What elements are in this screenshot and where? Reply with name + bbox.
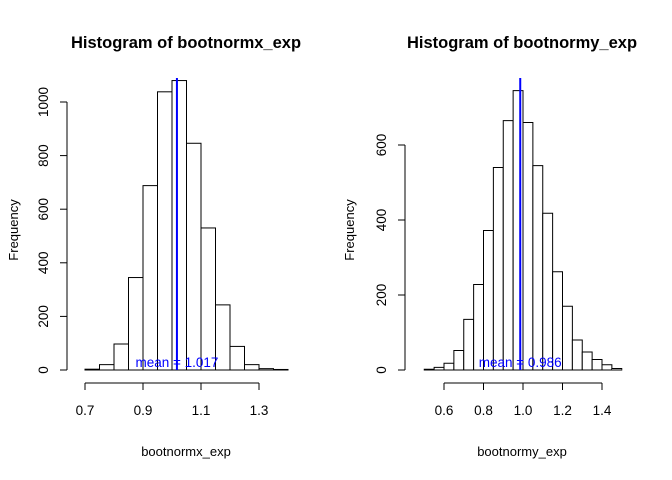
histogram-panel-x: Histogram of bootnormx_exp mean = 1.017 … bbox=[6, 34, 301, 459]
histogram-bar bbox=[453, 350, 465, 371]
histogram-bar bbox=[522, 122, 534, 371]
histogram-bar bbox=[581, 351, 593, 371]
x-axis: 0.7 0.9 1.1 1.3 bbox=[76, 382, 269, 418]
bars-x bbox=[84, 80, 289, 371]
histogram-bar bbox=[433, 366, 445, 371]
y-tick-label: 1000 bbox=[36, 87, 51, 117]
histogram-bar bbox=[229, 345, 245, 371]
histogram-bar bbox=[215, 304, 231, 371]
y-tick-label: 400 bbox=[374, 209, 389, 232]
histogram-bar bbox=[591, 359, 603, 371]
mean-label: mean = 0.986 bbox=[479, 355, 562, 370]
x-tick-label: 0.8 bbox=[474, 403, 493, 418]
histogram-bar bbox=[244, 364, 260, 371]
y-tick-label: 0 bbox=[36, 366, 51, 374]
x-tick-label: 1.1 bbox=[192, 403, 211, 418]
x-axis: 0.6 0.8 1.0 1.2 1.4 bbox=[435, 382, 612, 418]
histogram-bar bbox=[258, 368, 274, 371]
x-tick-label: 0.7 bbox=[76, 403, 95, 418]
x-axis-label: bootnormy_exp bbox=[477, 444, 567, 459]
y-tick-label: 0 bbox=[374, 366, 389, 374]
x-tick-label: 0.6 bbox=[435, 403, 454, 418]
histogram-bar bbox=[84, 368, 100, 371]
y-tick-label: 400 bbox=[36, 252, 51, 275]
x-tick-label: 1.4 bbox=[593, 403, 612, 418]
y-axis: 0 200 400 600 800 1000 bbox=[36, 87, 68, 374]
histogram-panel-y: Histogram of bootnormy_exp mean = 0.986 … bbox=[342, 34, 637, 459]
y-tick-label: 800 bbox=[36, 144, 51, 167]
histogram-bar bbox=[157, 91, 173, 371]
histogram-bar bbox=[601, 364, 613, 371]
histogram-bar bbox=[200, 227, 216, 371]
y-axis: 0 200 400 600 bbox=[374, 134, 406, 374]
histogram-bar bbox=[142, 185, 158, 371]
histogram-bar bbox=[423, 368, 435, 371]
histogram-bar bbox=[502, 120, 514, 371]
bars-y bbox=[423, 90, 623, 371]
histogram-bar bbox=[273, 368, 289, 371]
histogram-bar bbox=[611, 368, 623, 371]
y-axis-label: Frequency bbox=[6, 199, 21, 261]
chart-title: Histogram of bootnormx_exp bbox=[71, 34, 301, 52]
histogram-bar bbox=[492, 167, 504, 371]
y-tick-label: 200 bbox=[374, 284, 389, 307]
histogram-bar bbox=[171, 80, 187, 371]
y-tick-label: 200 bbox=[36, 305, 51, 328]
y-tick-label: 600 bbox=[374, 134, 389, 157]
histogram-bar bbox=[99, 364, 115, 371]
histogram-bar bbox=[483, 230, 494, 371]
chart-title: Histogram of bootnormy_exp bbox=[407, 34, 637, 52]
x-tick-label: 0.9 bbox=[134, 403, 153, 418]
histogram-bar bbox=[562, 305, 573, 371]
histogram-bar bbox=[186, 142, 202, 371]
x-tick-label: 1.3 bbox=[250, 403, 269, 418]
x-tick-label: 1.2 bbox=[553, 403, 572, 418]
histogram-bar bbox=[571, 339, 583, 371]
x-tick-label: 1.0 bbox=[514, 403, 533, 418]
y-axis-label: Frequency bbox=[342, 199, 357, 261]
histogram-bar bbox=[532, 165, 544, 371]
histogram-bar bbox=[113, 343, 129, 371]
histogram-bar bbox=[463, 318, 475, 371]
histogram-bar bbox=[542, 212, 554, 371]
histogram-bar bbox=[512, 90, 524, 371]
mean-label: mean = 1.017 bbox=[135, 355, 218, 370]
x-axis-label: bootnormx_exp bbox=[141, 444, 231, 459]
histogram-bar bbox=[443, 362, 455, 371]
y-tick-label: 600 bbox=[36, 198, 51, 221]
